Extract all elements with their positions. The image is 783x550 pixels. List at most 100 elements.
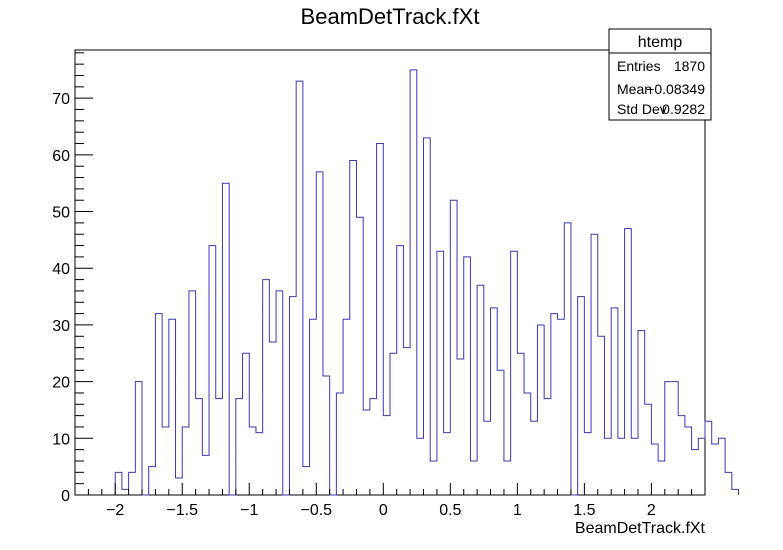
- histogram-bin: [336, 393, 343, 495]
- histogram-bin: [645, 404, 652, 495]
- histogram-bin: [450, 200, 457, 495]
- histogram-bin: [591, 234, 598, 495]
- histogram-bin: [712, 444, 719, 495]
- y-tick-label: 0: [61, 488, 70, 505]
- y-tick-label: 40: [52, 261, 70, 278]
- stats-box: htemp Entries 1870 Mean −0.08349 Std Dev…: [608, 28, 712, 121]
- histogram-bin: [484, 421, 491, 495]
- histogram-bin: [658, 461, 665, 495]
- stats-mean-label: Mean: [617, 81, 652, 97]
- histogram-bin: [517, 353, 524, 495]
- histogram-bin: [350, 161, 357, 495]
- histogram-bin: [544, 399, 551, 495]
- histogram-bin: [417, 438, 424, 495]
- histogram-bin: [269, 342, 276, 495]
- histogram-bin: [497, 370, 504, 495]
- histogram-bin: [403, 348, 410, 495]
- histogram-bin: [705, 421, 712, 495]
- histogram-bin: [524, 393, 531, 495]
- histogram-bin: [135, 382, 142, 495]
- histogram-bin: [202, 455, 209, 495]
- stats-stddev-value: 0.9282: [662, 101, 705, 117]
- histogram-bin: [625, 229, 632, 495]
- y-tick-label: 20: [52, 375, 70, 392]
- histogram-bin: [604, 438, 611, 495]
- x-tick-label: 1.5: [573, 502, 595, 519]
- y-axis-ticks: 0 10 20 30 40 50 60 70: [52, 52, 93, 505]
- histogram-bin: [209, 246, 216, 495]
- histogram-bin: [129, 472, 136, 495]
- histogram-bin: [243, 353, 250, 495]
- histogram-bin: [470, 461, 477, 495]
- histogram-bin: [249, 427, 256, 495]
- histogram-bin: [390, 353, 397, 495]
- histogram-bin: [678, 416, 685, 495]
- histogram-bin: [511, 251, 518, 495]
- stats-entries-label: Entries: [617, 58, 661, 74]
- histogram-bin: [410, 70, 417, 495]
- histogram-bin: [531, 421, 538, 495]
- x-tick-label: 0.5: [439, 502, 461, 519]
- histogram-bin: [564, 223, 571, 495]
- histogram-bin: [444, 433, 451, 495]
- y-tick-label: 10: [52, 431, 70, 448]
- histogram-bin: [638, 331, 645, 495]
- histogram-bin: [665, 382, 672, 495]
- histogram-bin: [430, 461, 437, 495]
- x-tick-label: 0: [379, 502, 388, 519]
- histogram-bin: [464, 257, 471, 495]
- histogram-outline: [114, 69, 740, 496]
- histogram-bin: [182, 427, 189, 495]
- histogram-bin: [558, 319, 565, 495]
- stats-mean-value: −0.08349: [646, 81, 705, 97]
- histogram-bin: [725, 472, 732, 495]
- histogram-bin: [263, 280, 270, 495]
- y-tick-label: 50: [52, 205, 70, 222]
- histogram-bin: [537, 325, 544, 495]
- histogram-bin: [222, 183, 229, 495]
- histogram-bin: [356, 217, 363, 495]
- y-tick-label: 60: [52, 148, 70, 165]
- histogram-bin: [732, 489, 739, 495]
- histogram-bin: [155, 314, 162, 495]
- histogram-bin: [651, 444, 658, 495]
- y-tick-label: 30: [52, 318, 70, 335]
- x-tick-label: −2: [106, 502, 124, 519]
- stats-stddev-label: Std Dev: [617, 101, 667, 117]
- histogram-bin: [692, 450, 699, 495]
- stats-box-frame: [608, 28, 712, 121]
- histogram-bin: [598, 336, 605, 495]
- histogram-bin: [370, 399, 377, 495]
- histogram-bin: [491, 308, 498, 495]
- histogram-bin: [316, 172, 323, 495]
- histogram-bin: [363, 410, 370, 495]
- histogram-bin: [618, 438, 625, 495]
- histogram-bin: [296, 81, 303, 495]
- histogram-bin: [236, 399, 243, 495]
- histogram-bin: [256, 433, 263, 495]
- histogram-bin: [162, 427, 169, 495]
- histogram-bin: [578, 297, 585, 495]
- histogram-bin: [477, 285, 484, 495]
- histogram-bin: [169, 319, 176, 495]
- histogram-bin: [584, 433, 591, 495]
- histogram-bin: [611, 308, 618, 495]
- histogram-bin: [377, 144, 384, 495]
- x-axis-ticks: −2 −1.5 −1 −0.5 0 0.5 1 1.5 2: [87, 483, 706, 519]
- x-tick-label: −1: [240, 502, 258, 519]
- plot-frame: [74, 49, 706, 496]
- histogram-bin: [457, 359, 464, 495]
- x-tick-label: 2: [647, 502, 656, 519]
- histogram-bin: [671, 382, 678, 495]
- histogram-bin: [343, 319, 350, 495]
- histogram-bin: [631, 438, 638, 495]
- histogram-bin: [216, 399, 223, 495]
- histogram-bin: [176, 478, 183, 495]
- x-tick-label: −1.5: [166, 502, 198, 519]
- stats-entries-value: 1870: [674, 58, 705, 74]
- histogram-bin: [397, 246, 404, 495]
- histogram-bin: [189, 291, 196, 495]
- histogram-bin: [698, 438, 705, 495]
- histogram-bin: [718, 438, 725, 495]
- histogram-bin: [122, 489, 129, 495]
